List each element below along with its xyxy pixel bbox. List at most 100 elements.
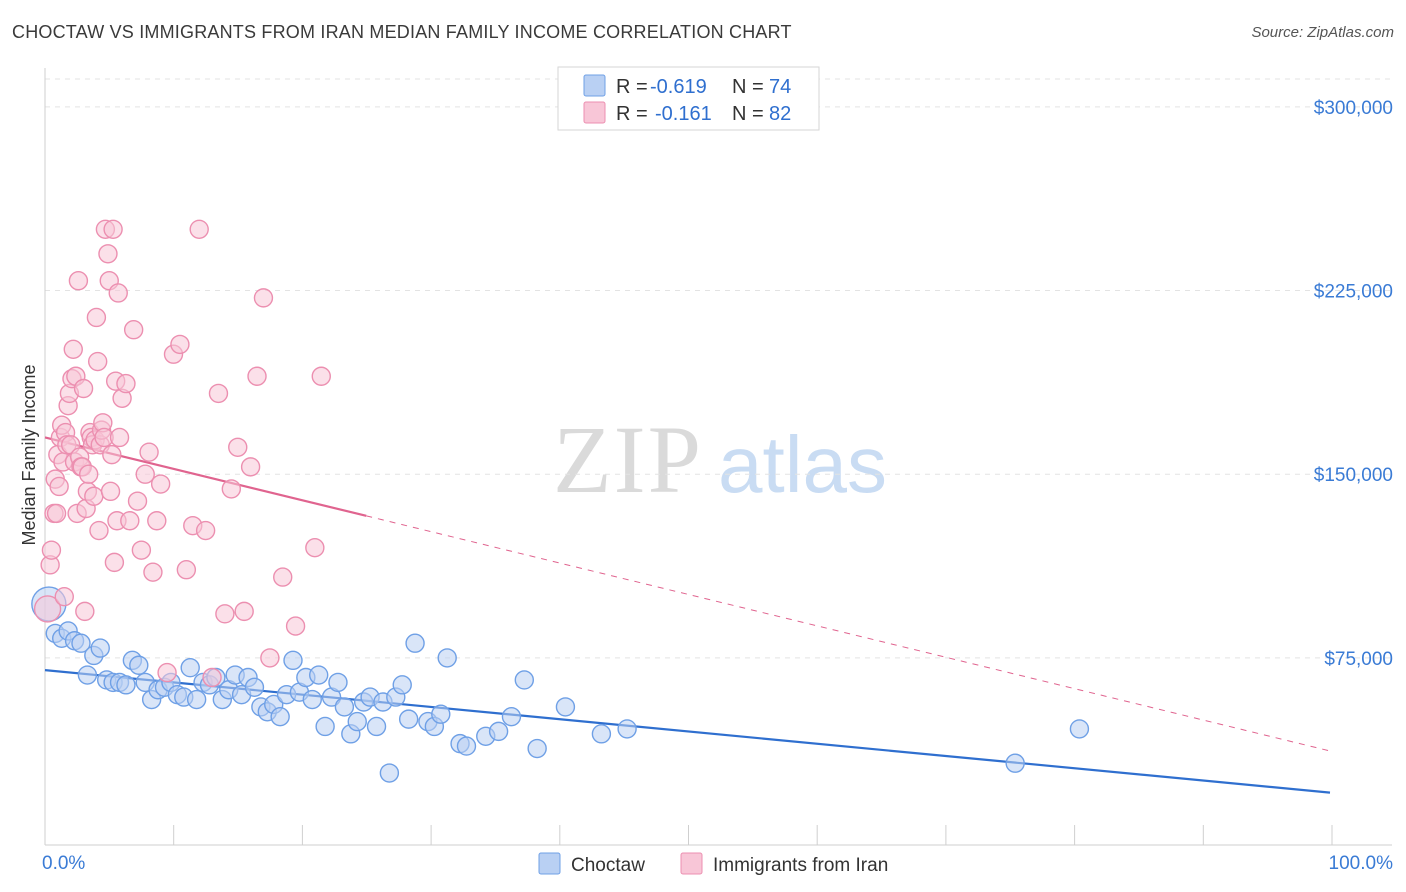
point-iran: [68, 271, 89, 291]
legend-bottom-swatch-iran[interactable]: [680, 852, 703, 875]
y-tick-label: $300,000: [1314, 98, 1393, 119]
point-iran: [228, 437, 248, 457]
point-iran: [41, 540, 62, 560]
point-iran: [120, 511, 140, 531]
point-iran: [285, 616, 306, 636]
point-iran: [84, 486, 104, 506]
point-choctaw: [437, 648, 457, 668]
legend-r-label-choctaw: R =: [616, 76, 648, 98]
point-iran: [75, 601, 95, 622]
point-iran: [127, 491, 148, 511]
point-choctaw: [315, 716, 335, 737]
y-tick-labels: $75,000 $150,000 $225,000 $300,000: [1314, 98, 1393, 670]
point-iran: [176, 560, 197, 580]
legend-n-label-iran: N =: [732, 103, 764, 125]
point-iran: [311, 366, 331, 386]
point-choctaw: [617, 719, 637, 739]
point-iran: [103, 219, 123, 239]
point-choctaw: [116, 675, 136, 695]
point-iran: [98, 244, 118, 264]
point-iran: [54, 586, 74, 607]
point-iran: [157, 662, 177, 683]
trend-line-iran-extension: [366, 515, 1331, 752]
legend-r-value-choctaw: -0.619: [650, 76, 707, 98]
point-choctaw: [309, 665, 329, 685]
legend-r-value-iran: -0.161: [655, 103, 712, 125]
chart-source: Source: ZipAtlas.com: [1251, 24, 1394, 41]
point-choctaw: [1069, 719, 1090, 739]
point-iran: [215, 604, 235, 624]
point-iran: [63, 339, 83, 360]
watermark: ZIP atlas: [553, 406, 887, 513]
point-iran: [195, 520, 216, 541]
point-iran: [202, 667, 222, 688]
point-iran: [150, 474, 171, 494]
point-choctaw: [514, 670, 535, 690]
point-iran: [46, 503, 67, 524]
point-iran: [33, 595, 62, 623]
point-iran: [78, 464, 99, 484]
point-iran: [260, 648, 280, 668]
point-choctaw: [90, 638, 110, 658]
point-iran: [240, 457, 261, 477]
point-iran: [208, 383, 229, 404]
point-choctaw: [456, 736, 477, 756]
gridlines: [45, 78, 1392, 659]
point-iran: [116, 373, 136, 394]
point-choctaw: [1005, 753, 1025, 773]
point-choctaw: [270, 706, 290, 727]
y-tick-label: $150,000: [1314, 465, 1393, 486]
point-iran: [104, 552, 125, 573]
point-iran: [221, 479, 242, 499]
watermark-atlas: atlas: [718, 420, 887, 509]
point-iran: [131, 540, 152, 560]
point-choctaw: [431, 704, 451, 724]
point-iran: [139, 442, 159, 462]
y-tick-label: $225,000: [1314, 282, 1393, 303]
point-iran: [135, 464, 155, 484]
point-iran: [273, 567, 293, 587]
legend-bottom-swatch-choctaw[interactable]: [538, 852, 561, 875]
point-choctaw: [77, 665, 98, 685]
y-axis-label: Median Family Income: [19, 364, 39, 545]
point-choctaw: [347, 711, 367, 732]
legend-stats: R = -0.619 N = 74 R = -0.161 N = 82: [557, 66, 820, 131]
legend-series: Choctaw Immigrants from Iran: [538, 852, 888, 876]
y-tick-label: $75,000: [1324, 649, 1393, 670]
point-iran: [86, 307, 107, 328]
axes: [44, 68, 1392, 846]
point-choctaw: [71, 633, 91, 653]
x-tick-labels: 0.0% 100.0%: [42, 853, 1393, 874]
point-choctaw: [244, 677, 265, 697]
legend-n-label-choctaw: N =: [732, 76, 764, 98]
point-iran: [234, 601, 254, 622]
point-choctaw: [527, 738, 547, 759]
x-tick-label-min: 0.0%: [42, 853, 85, 874]
scatter-points: [31, 219, 1090, 783]
point-iran: [100, 481, 121, 502]
point-choctaw: [334, 697, 355, 717]
legend-bottom-label-iran[interactable]: Immigrants from Iran: [713, 855, 888, 876]
point-iran: [109, 427, 130, 448]
point-choctaw: [392, 675, 412, 695]
point-iran: [73, 378, 94, 399]
point-choctaw: [501, 706, 522, 727]
point-iran: [170, 334, 190, 355]
point-choctaw: [398, 709, 419, 729]
point-choctaw: [405, 633, 425, 653]
point-choctaw: [129, 655, 149, 675]
point-choctaw: [591, 724, 612, 744]
legend-r-label-iran: R =: [616, 103, 648, 125]
point-iran: [147, 511, 167, 531]
point-iran: [108, 283, 128, 303]
point-choctaw: [488, 721, 509, 742]
point-iran: [247, 366, 267, 386]
point-iran: [89, 520, 109, 541]
point-choctaw: [283, 650, 303, 671]
legend-bottom-label-choctaw[interactable]: Choctaw: [571, 855, 645, 876]
point-iran: [87, 351, 108, 372]
point-choctaw: [555, 697, 576, 717]
point-choctaw: [302, 689, 322, 710]
point-iran: [305, 537, 325, 558]
